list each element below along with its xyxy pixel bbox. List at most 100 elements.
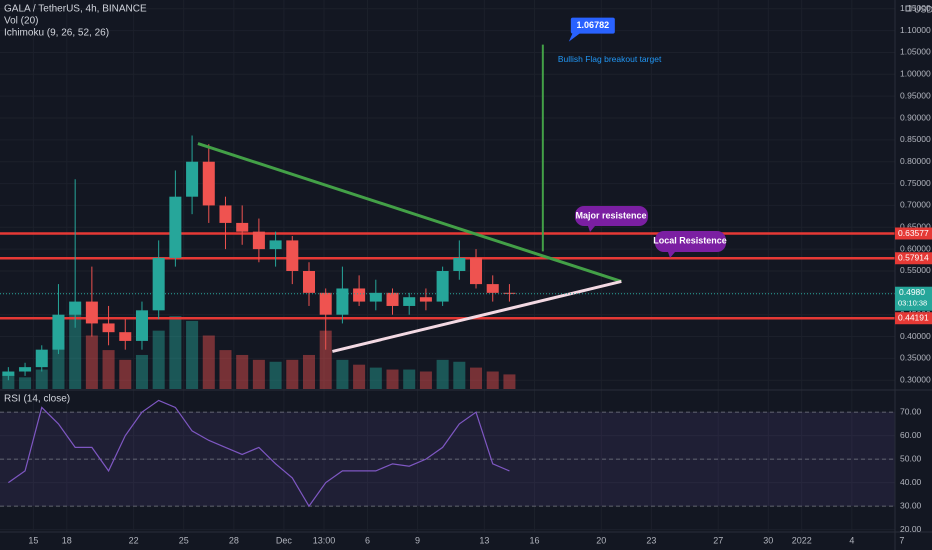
candle-body [19, 367, 32, 372]
candle-body [486, 284, 499, 293]
volume-bar [2, 374, 15, 389]
volume-bar [236, 354, 249, 389]
note-text: Local Resistence [653, 235, 727, 245]
candle-body [2, 371, 15, 376]
price-tag [895, 312, 932, 325]
volume-bar [470, 367, 483, 389]
price-tag [895, 252, 932, 265]
rsi-line [8, 399, 510, 508]
x-tick-label: Dec [276, 535, 293, 545]
candle-body [286, 240, 299, 271]
candle-body [252, 231, 265, 250]
x-tick-label: 25 [179, 535, 189, 545]
candle-body [269, 240, 282, 250]
volume-bar [353, 364, 366, 389]
volume-bar [336, 359, 349, 389]
note-bubble [575, 206, 648, 226]
trend-line [197, 142, 622, 283]
volume-bar [252, 359, 265, 389]
note-local: Local Resistence [653, 231, 727, 258]
volume-bar [386, 369, 399, 389]
volume-bar [286, 359, 299, 389]
x-tick-label: 13:00 [313, 535, 336, 545]
candle-body [186, 161, 199, 197]
x-tick-label: 4 [849, 535, 854, 545]
indicator-label: Vol (20) [4, 16, 38, 27]
y-tick-label: 1.00000 [900, 69, 931, 79]
y-tick-label: 0.70000 [900, 200, 931, 210]
candle-body [470, 257, 483, 285]
volume-bar [202, 335, 215, 389]
indicator-label: Ichimoku (9, 26, 52, 26) [4, 28, 109, 39]
lock-icon [905, 5, 912, 12]
currency: USDT [914, 4, 932, 14]
candle-body [386, 292, 399, 306]
volume-bar [169, 316, 182, 389]
candle-body [336, 288, 349, 315]
candle-body [85, 301, 98, 324]
candle-body [202, 161, 215, 206]
candle-body [369, 292, 382, 302]
candle-body [119, 332, 132, 341]
candle-body [169, 196, 182, 258]
note-bubble [655, 231, 726, 252]
volume-bar [503, 374, 516, 389]
price-tag-label: 0.44191 [898, 312, 929, 322]
candle-body [69, 301, 82, 315]
countdown: 03:10:38 [898, 299, 927, 308]
volume-bar [119, 359, 132, 389]
target-text: Bullish Flag breakout target [558, 54, 662, 64]
note-major: Major resistence [575, 206, 648, 232]
y-tick-label: 0.75000 [900, 178, 931, 188]
candle-body [219, 205, 232, 223]
rsi-tick-label: 50.00 [900, 453, 922, 463]
x-tick-label: 16 [529, 535, 539, 545]
note-tail [588, 226, 595, 232]
volume-bar [302, 354, 316, 389]
rsi-tick-label: 20.00 [900, 524, 922, 534]
candle-body [152, 257, 165, 311]
volume-bar [52, 345, 65, 389]
candle-body [236, 222, 249, 232]
note-tail [668, 252, 675, 258]
volume-bar [419, 371, 432, 389]
volume-bar [35, 369, 48, 389]
chart-title: GALA / TetherUS, 4h, BINANCE [4, 4, 147, 15]
y-tick-label: 0.65000 [900, 222, 931, 232]
volume-bar [369, 367, 382, 389]
rsi-tick-label: 40.00 [900, 477, 922, 487]
y-tick-label: 1.05000 [900, 47, 931, 57]
rsi-tick-label: 70.00 [900, 406, 922, 416]
volume-bar [102, 350, 115, 389]
volume-bar [436, 359, 449, 389]
rsi-tick-label: 30.00 [900, 500, 922, 510]
candle-body [302, 270, 316, 293]
y-tick-label: 0.95000 [900, 90, 931, 100]
x-tick-label: 20 [596, 535, 606, 545]
y-tick-label: 0.80000 [900, 156, 931, 166]
volume-bar [69, 311, 82, 389]
y-tick-label: 0.85000 [900, 134, 931, 144]
y-tick-label: 0.90000 [900, 112, 931, 122]
volume-bar [486, 371, 499, 389]
candle-body [35, 349, 48, 368]
candle-body [102, 323, 115, 333]
price-tag-label: 0.57914 [898, 253, 929, 263]
volume-bar [85, 335, 98, 389]
x-tick-label: 6 [365, 535, 370, 545]
candle-body [135, 310, 148, 341]
target-value: 1.06782 [577, 20, 610, 30]
x-tick-label: 27 [713, 535, 723, 545]
plot [0, 44, 895, 508]
candle-body [52, 314, 65, 350]
volume-bar [19, 377, 32, 389]
volume-bar [453, 361, 466, 389]
volume-bar [319, 330, 332, 389]
price-axis [895, 0, 932, 532]
y-tick-label: 1.15000 [900, 3, 931, 13]
rsi-title: RSI (14, close) [4, 394, 70, 405]
x-tick-label: 2022 [792, 535, 812, 545]
price-tag-label: 0.63577 [898, 228, 929, 238]
x-tick-label: 9 [415, 535, 420, 545]
